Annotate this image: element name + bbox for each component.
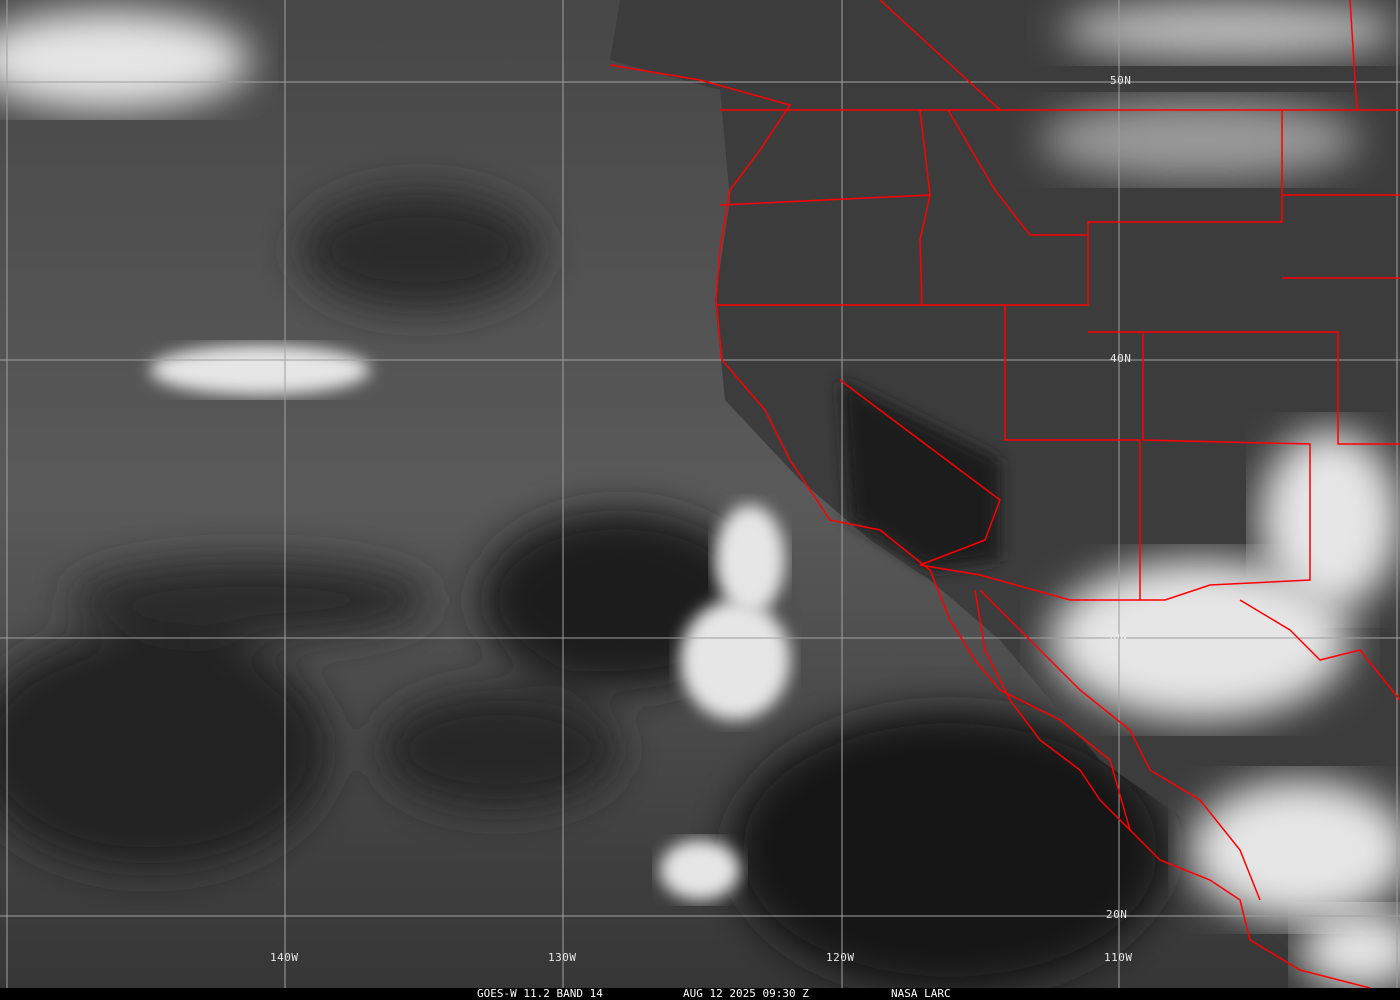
satellite-band-label: GOES-W 11.2 BAND 14 [477,987,603,1000]
latitude-label-20n: 20N [1106,908,1128,921]
latitude-label-40n: 40N [1110,352,1132,365]
political-borders [609,0,1400,988]
mexico-coast [979,589,1400,901]
state-borders [716,0,1400,601]
dark-regions [0,190,1170,988]
longitude-label-110w: 110W [1104,951,1133,964]
land-region [610,0,1400,988]
coastline [609,64,1371,988]
timestamp-label: AUG 12 2025 09:30 Z [683,987,809,1000]
image-caption-bar: GOES-W 11.2 BAND 14 AUG 12 2025 09:30 Z … [0,988,1400,1000]
baja-coast [974,589,1131,831]
longitude-label-130w: 130W [548,951,577,964]
latitude-label-30n: 30N [1106,630,1128,643]
longitude-label-120w: 120W [826,951,855,964]
source-label: NASA LARC [891,987,951,1000]
longitude-label-140w: 140W [270,951,299,964]
latitude-label-50n: 50N [1110,74,1132,87]
